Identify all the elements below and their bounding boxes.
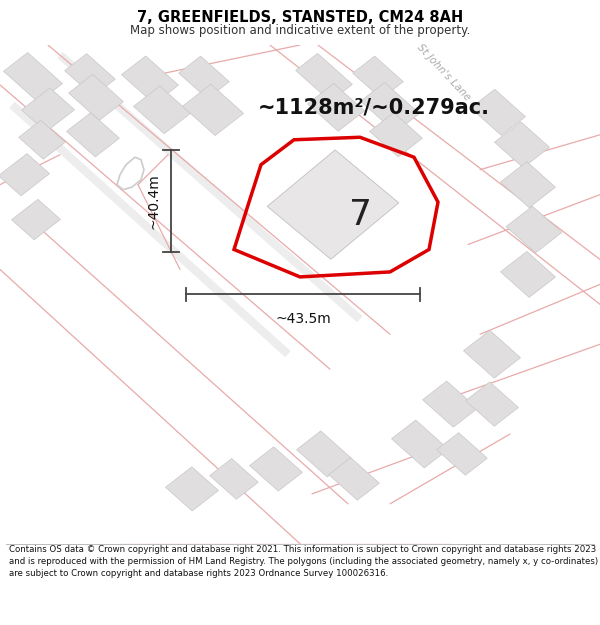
Text: ~1128m²/~0.279ac.: ~1128m²/~0.279ac.	[258, 98, 490, 118]
Polygon shape	[500, 162, 556, 208]
Text: Contains OS data © Crown copyright and database right 2021. This information is : Contains OS data © Crown copyright and d…	[9, 545, 598, 578]
Polygon shape	[296, 431, 352, 477]
Polygon shape	[19, 121, 65, 159]
Polygon shape	[210, 459, 258, 499]
Polygon shape	[422, 381, 478, 427]
Polygon shape	[267, 150, 399, 259]
Polygon shape	[166, 467, 218, 511]
Polygon shape	[65, 54, 115, 96]
Text: 7: 7	[349, 198, 373, 232]
Polygon shape	[307, 84, 365, 131]
Polygon shape	[500, 251, 556, 298]
Polygon shape	[250, 447, 302, 491]
Polygon shape	[466, 382, 518, 426]
Polygon shape	[296, 53, 352, 101]
Text: ~40.4m: ~40.4m	[146, 173, 160, 229]
Polygon shape	[361, 82, 419, 132]
Polygon shape	[11, 199, 61, 240]
Polygon shape	[133, 86, 191, 134]
Polygon shape	[22, 88, 74, 132]
Polygon shape	[122, 56, 178, 104]
Text: ~43.5m: ~43.5m	[275, 312, 331, 326]
Polygon shape	[68, 74, 124, 121]
Polygon shape	[179, 56, 229, 99]
Text: Map shows position and indicative extent of the property.: Map shows position and indicative extent…	[130, 24, 470, 37]
Polygon shape	[0, 154, 50, 196]
Polygon shape	[67, 112, 119, 157]
Polygon shape	[182, 84, 244, 136]
Polygon shape	[470, 89, 526, 136]
Polygon shape	[370, 112, 422, 157]
Text: 7, GREENFIELDS, STANSTED, CM24 8AH: 7, GREENFIELDS, STANSTED, CM24 8AH	[137, 10, 463, 25]
Polygon shape	[329, 458, 379, 500]
Polygon shape	[392, 420, 448, 468]
Polygon shape	[4, 52, 62, 102]
Polygon shape	[494, 122, 550, 168]
Polygon shape	[506, 206, 562, 253]
Polygon shape	[437, 432, 487, 475]
Text: St John's Lane: St John's Lane	[415, 42, 473, 102]
Polygon shape	[353, 56, 403, 99]
Polygon shape	[463, 331, 521, 378]
